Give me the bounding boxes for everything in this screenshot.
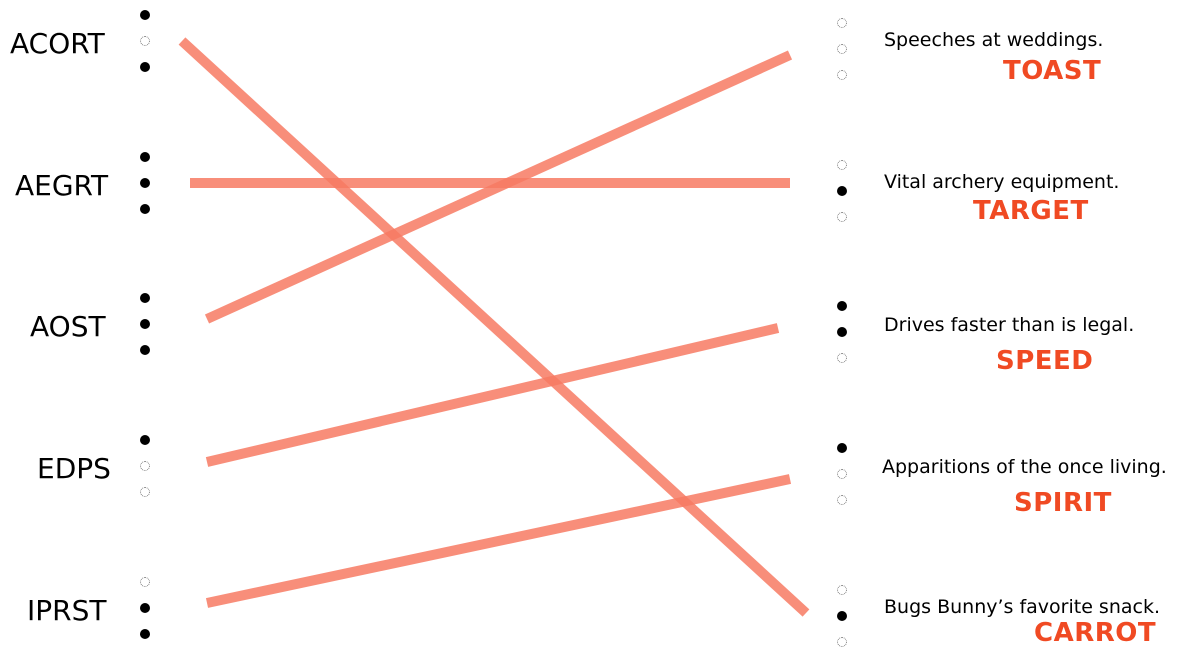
filled-dot bbox=[837, 327, 847, 337]
empty-dot bbox=[837, 44, 847, 54]
empty-dot bbox=[837, 469, 847, 479]
filled-dot bbox=[140, 178, 150, 188]
empty-dot bbox=[837, 18, 847, 28]
filled-dot bbox=[837, 611, 847, 621]
scrambled-word-aost: AOST bbox=[30, 310, 106, 343]
empty-dot bbox=[140, 577, 150, 587]
filled-dot bbox=[140, 293, 150, 303]
clue-text: Vital archery equipment. bbox=[884, 171, 1120, 193]
filled-dot bbox=[837, 301, 847, 311]
clue-text: Bugs Bunny’s favorite snack. bbox=[884, 596, 1161, 618]
answer-label: CARROT bbox=[1034, 618, 1157, 648]
filled-dot bbox=[140, 319, 150, 329]
answer-label: SPEED bbox=[996, 346, 1094, 376]
connection-line-iprst-spirit bbox=[205, 474, 792, 608]
empty-dot bbox=[837, 160, 847, 170]
filled-dot bbox=[837, 186, 847, 196]
scrambled-word-iprst: IPRST bbox=[27, 594, 107, 627]
empty-dot bbox=[837, 495, 847, 505]
filled-dot bbox=[140, 629, 150, 639]
filled-dot bbox=[140, 62, 150, 72]
empty-dot bbox=[837, 212, 847, 222]
clue-text: Speeches at weddings. bbox=[884, 29, 1104, 51]
filled-dot bbox=[140, 435, 150, 445]
empty-dot bbox=[140, 36, 150, 46]
empty-dot bbox=[140, 461, 150, 471]
clue-text: Apparitions of the once living. bbox=[882, 456, 1167, 478]
filled-dot bbox=[140, 10, 150, 20]
filled-dot bbox=[140, 345, 150, 355]
answer-label: TOAST bbox=[1003, 56, 1102, 86]
empty-dot bbox=[837, 637, 847, 647]
connection-line-aost-toast bbox=[204, 50, 793, 324]
connection-line-edps-speed bbox=[205, 323, 780, 467]
answer-label: TARGET bbox=[973, 196, 1089, 226]
empty-dot bbox=[837, 353, 847, 363]
answer-label: SPIRIT bbox=[1014, 488, 1112, 518]
connection-line-acort-carrot bbox=[178, 37, 810, 617]
empty-dot bbox=[837, 70, 847, 80]
filled-dot bbox=[837, 443, 847, 453]
scrambled-word-edps: EDPS bbox=[37, 452, 111, 485]
empty-dot bbox=[837, 585, 847, 595]
scrambled-word-aegrt: AEGRT bbox=[15, 169, 109, 202]
filled-dot bbox=[140, 152, 150, 162]
scrambled-word-acort: ACORT bbox=[10, 27, 105, 60]
filled-dot bbox=[140, 204, 150, 214]
clue-text: Drives faster than is legal. bbox=[884, 314, 1135, 336]
empty-dot bbox=[140, 487, 150, 497]
filled-dot bbox=[140, 603, 150, 613]
